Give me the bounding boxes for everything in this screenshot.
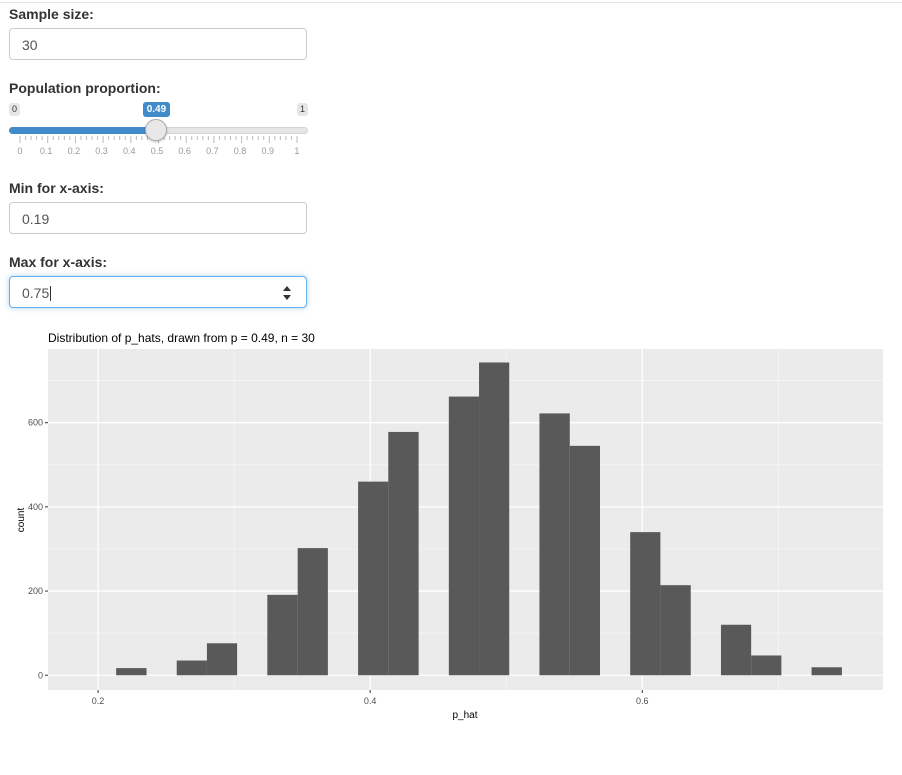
text-caret (50, 286, 52, 301)
number-spinner-icon[interactable] (282, 285, 292, 301)
histogram-bar (388, 431, 419, 676)
x-min-input[interactable]: 0.19 (9, 202, 307, 234)
y-tick-label: 400 (28, 502, 43, 512)
histogram-bar (206, 643, 238, 676)
histogram-bar (479, 362, 510, 676)
x-tick-label: 0.6 (636, 696, 649, 706)
population-proportion-label: Population proportion: (9, 80, 161, 96)
chart-title: Distribution of p_hats, drawn from p = 0… (48, 331, 315, 345)
histogram-bar (539, 413, 570, 676)
histogram-bar (267, 594, 298, 676)
slider-fill (9, 127, 156, 134)
histogram-bar (569, 445, 600, 676)
y-tick-label: 0 (38, 670, 43, 680)
y-axis: 0 200 400 600 (28, 418, 48, 680)
y-axis-label: count (16, 508, 27, 533)
slider-tick-label: 0.9 (261, 146, 275, 156)
histogram-bar (176, 660, 207, 676)
slider-max-label: 1 (297, 103, 309, 116)
slider-handle[interactable] (144, 119, 167, 141)
y-tick-label: 200 (28, 586, 43, 596)
histogram-bar (720, 624, 752, 676)
slider-tick-label: 0.3 (95, 146, 108, 156)
histogram-bar (358, 481, 389, 676)
sample-size-value: 30 (22, 37, 38, 53)
histogram-bar (751, 655, 782, 676)
x-min-label: Min for x-axis: (9, 180, 104, 196)
histogram-bar (660, 585, 691, 676)
slider-tick-label: 0.8 (233, 146, 247, 156)
top-divider (0, 2, 902, 3)
sample-size-label: Sample size: (9, 6, 94, 22)
x-max-label: Max for x-axis: (9, 254, 108, 270)
x-max-value: 0.75 (22, 285, 50, 301)
slider-tick-label: 0.2 (67, 146, 81, 156)
slider-tick-label: 1 (294, 146, 300, 156)
x-min-value: 0.19 (22, 211, 50, 227)
histogram-bar (811, 667, 842, 676)
x-max-value-wrap: 0.75 (22, 285, 52, 301)
slider-value-label: 0.49 (142, 102, 171, 117)
slider-tick-label: 0 (17, 146, 23, 156)
x-max-input[interactable]: 0.75 (9, 276, 307, 308)
histogram-chart: Distribution of p_hats, drawn from p = 0… (16, 331, 883, 721)
slider-tick-label: 0.6 (178, 146, 191, 156)
slider-min-label: 0 (9, 103, 21, 116)
histogram-bar (630, 532, 661, 676)
histogram-bar (116, 668, 147, 676)
histogram-bar (448, 396, 480, 676)
bars (116, 362, 842, 676)
x-axis: 0.2 0.4 0.6 (92, 690, 649, 706)
slider-tick-label: 0.7 (206, 146, 219, 156)
slider-ticks (19, 136, 298, 143)
x-axis-label: p_hat (452, 710, 477, 721)
slider-tick-label: 0.5 (150, 146, 164, 156)
x-tick-label: 0.4 (364, 696, 377, 706)
histogram-bar (297, 548, 328, 676)
x-tick-label: 0.2 (92, 696, 105, 706)
sample-size-input[interactable]: 30 (9, 28, 307, 60)
slider-tick-label: 0.1 (39, 146, 53, 156)
slider-tick-label: 0.4 (123, 146, 136, 156)
y-tick-label: 600 (28, 418, 43, 428)
